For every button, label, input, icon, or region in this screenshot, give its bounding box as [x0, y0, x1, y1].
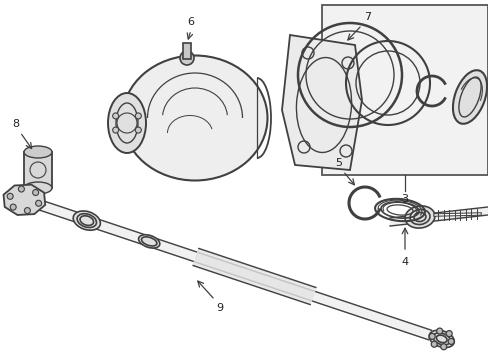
Circle shape: [10, 204, 16, 210]
Text: 7: 7: [364, 12, 371, 22]
Circle shape: [36, 200, 41, 206]
Circle shape: [112, 127, 119, 133]
Polygon shape: [3, 185, 45, 215]
Polygon shape: [282, 35, 361, 170]
Ellipse shape: [432, 333, 449, 345]
Circle shape: [447, 338, 453, 345]
Circle shape: [33, 189, 39, 195]
Circle shape: [440, 344, 446, 350]
Ellipse shape: [80, 216, 93, 225]
Circle shape: [445, 330, 451, 337]
Ellipse shape: [77, 214, 96, 228]
Circle shape: [428, 333, 434, 339]
Ellipse shape: [435, 335, 446, 343]
Circle shape: [180, 51, 194, 65]
Ellipse shape: [24, 182, 52, 194]
Bar: [183, 43, 191, 59]
Ellipse shape: [404, 206, 434, 228]
Ellipse shape: [108, 93, 146, 153]
Ellipse shape: [409, 210, 429, 225]
Circle shape: [436, 328, 442, 334]
Ellipse shape: [138, 235, 160, 248]
Ellipse shape: [428, 330, 453, 347]
Bar: [321, 5, 487, 175]
Text: 9: 9: [216, 303, 223, 313]
Ellipse shape: [413, 212, 425, 221]
Ellipse shape: [452, 70, 486, 124]
Text: 3: 3: [401, 194, 407, 204]
Circle shape: [19, 186, 24, 192]
Polygon shape: [193, 248, 315, 305]
Ellipse shape: [122, 55, 267, 180]
Circle shape: [430, 341, 436, 347]
Circle shape: [135, 127, 141, 133]
Circle shape: [7, 193, 13, 199]
Bar: [24, 152, 52, 188]
Text: 4: 4: [401, 257, 408, 267]
Polygon shape: [39, 200, 431, 340]
Text: 6: 6: [187, 17, 194, 27]
Circle shape: [135, 113, 141, 119]
Text: 8: 8: [12, 119, 20, 129]
Ellipse shape: [73, 211, 100, 230]
Text: 5: 5: [335, 158, 342, 168]
Ellipse shape: [24, 146, 52, 158]
Circle shape: [24, 208, 30, 213]
Ellipse shape: [141, 237, 157, 246]
Circle shape: [112, 113, 119, 119]
